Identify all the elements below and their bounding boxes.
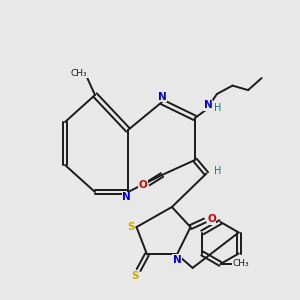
Text: S: S	[127, 221, 135, 232]
Text: N: N	[203, 100, 212, 110]
Text: N: N	[122, 192, 131, 203]
Text: O: O	[207, 214, 216, 224]
Text: CH₃: CH₃	[232, 260, 249, 268]
Text: CH₃: CH₃	[71, 69, 87, 78]
Text: N: N	[158, 92, 166, 102]
Text: S: S	[131, 271, 139, 281]
Text: H: H	[214, 103, 221, 113]
Text: H: H	[214, 166, 221, 176]
Text: O: O	[139, 180, 148, 190]
Text: N: N	[172, 255, 182, 265]
